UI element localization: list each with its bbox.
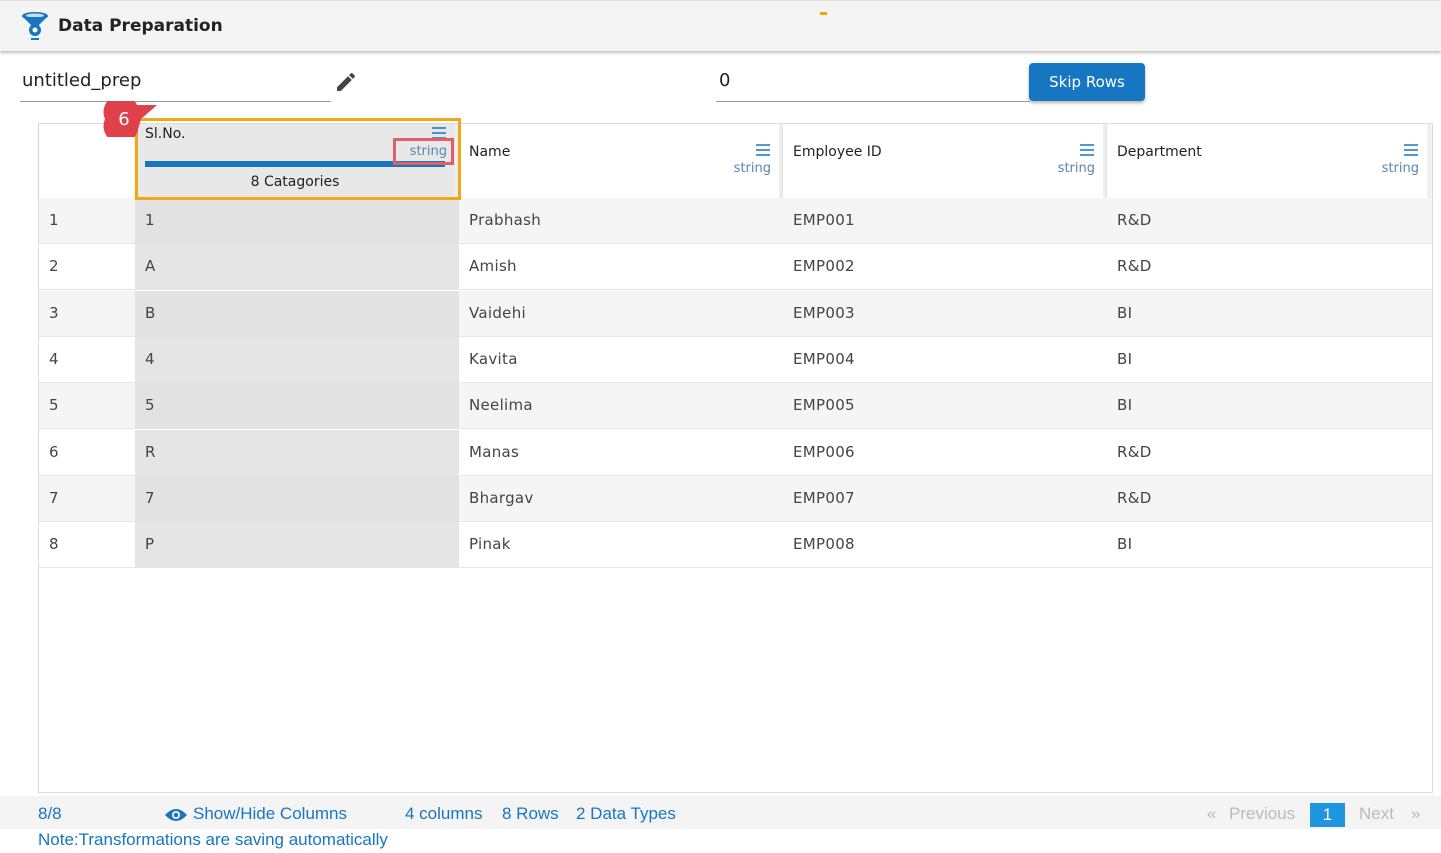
- data-prep-logo-icon: [22, 12, 48, 40]
- table-row: 8 P Pinak EMP008 BI: [39, 522, 1432, 569]
- column-header-department[interactable]: Department string: [1107, 124, 1431, 198]
- category-bar: [145, 161, 445, 167]
- table-cell[interactable]: EMP001: [793, 211, 855, 229]
- table-cell[interactable]: EMP008: [793, 535, 855, 554]
- table-cell[interactable]: A: [135, 244, 459, 291]
- table-row: 7 7 Bhargav EMP007 R&D: [39, 475, 1432, 522]
- page-1-button[interactable]: 1: [1310, 803, 1345, 827]
- table-cell[interactable]: BI: [1117, 349, 1133, 368]
- table-cell[interactable]: EMP004: [793, 349, 855, 368]
- table-cell[interactable]: EMP007: [793, 488, 855, 507]
- table-row: 6 R Manas EMP006 R&D: [39, 429, 1432, 476]
- table-row: 4 4 Kavita EMP004 BI: [39, 336, 1432, 383]
- table-cell[interactable]: 4: [135, 336, 459, 383]
- table-row: 1 1 Prabhash EMP001 R&D: [39, 198, 1432, 244]
- show-hide-columns-link[interactable]: Show/Hide Columns: [193, 804, 348, 823]
- next-button[interactable]: Next: [1359, 804, 1394, 823]
- table-cell[interactable]: EMP005: [793, 396, 855, 415]
- table-cell[interactable]: Pinak: [469, 535, 511, 554]
- column-name: Department: [1117, 144, 1202, 160]
- step-number: 6: [118, 109, 129, 130]
- data-grid: Sl.No. string 8 Catagories Name string E…: [38, 123, 1433, 793]
- loading-indicator: [820, 12, 827, 15]
- table-cell[interactable]: BI: [1117, 396, 1133, 415]
- column-header-employee-id[interactable]: Employee ID string: [783, 124, 1107, 198]
- category-count: 8 Catagories: [250, 174, 340, 190]
- table-cell[interactable]: R: [135, 429, 459, 476]
- skip-rows-button[interactable]: Skip Rows: [1029, 63, 1145, 101]
- eye-icon[interactable]: [164, 807, 188, 823]
- table-cell[interactable]: Neelima: [469, 396, 533, 415]
- table-cell[interactable]: BI: [1117, 303, 1133, 322]
- row-index: 4: [49, 349, 59, 368]
- column-menu-icon[interactable]: [1079, 144, 1095, 156]
- pencil-icon[interactable]: [334, 70, 358, 94]
- table-cell[interactable]: Bhargav: [469, 488, 534, 507]
- table-cell[interactable]: Kavita: [469, 349, 518, 368]
- skip-rows-input[interactable]: 0: [716, 64, 1030, 102]
- row-count: 8/8: [38, 804, 62, 823]
- prep-name-input[interactable]: untitled_prep: [20, 64, 331, 102]
- table-row: 2 A Amish EMP002 R&D: [39, 244, 1432, 291]
- row-index: 1: [49, 211, 59, 229]
- row-index: 7: [49, 488, 59, 507]
- table-cell[interactable]: EMP002: [793, 257, 855, 276]
- table-cell[interactable]: Prabhash: [469, 211, 542, 229]
- column-menu-icon[interactable]: [1403, 144, 1419, 156]
- table-row: 3 B Vaidehi EMP003 BI: [39, 290, 1432, 337]
- next-arrow-icon[interactable]: »: [1411, 804, 1421, 823]
- table-cell[interactable]: Amish: [469, 257, 517, 276]
- table-cell[interactable]: 7: [135, 475, 459, 522]
- table-row: 5 5 Neelima EMP005 BI: [39, 383, 1432, 430]
- row-index: 6: [49, 442, 59, 461]
- table-cell[interactable]: EMP006: [793, 442, 855, 461]
- table-cell[interactable]: P: [135, 522, 459, 569]
- step-marker: 6: [103, 101, 157, 137]
- table-cell[interactable]: B: [135, 290, 459, 337]
- table-cell[interactable]: R&D: [1117, 442, 1152, 461]
- table-cell[interactable]: Vaidehi: [469, 303, 526, 322]
- table-cell[interactable]: R&D: [1117, 488, 1152, 507]
- column-header-name[interactable]: Name string: [459, 124, 783, 198]
- column-header-slno[interactable]: Sl.No. string 8 Catagories: [135, 124, 459, 198]
- row-index: 2: [49, 257, 59, 276]
- column-menu-icon[interactable]: [755, 144, 771, 156]
- table-cell[interactable]: EMP003: [793, 303, 855, 322]
- column-name: Name: [469, 144, 511, 160]
- column-type[interactable]: string: [1381, 161, 1419, 176]
- row-index: 3: [49, 303, 59, 322]
- table-cell[interactable]: R&D: [1117, 211, 1152, 229]
- prev-arrow-icon[interactable]: «: [1207, 804, 1217, 823]
- table-cell[interactable]: Manas: [469, 442, 520, 461]
- previous-button[interactable]: Previous: [1229, 804, 1296, 823]
- table-cell[interactable]: 5: [135, 383, 459, 430]
- column-name: Employee ID: [793, 144, 882, 160]
- column-name: Sl.No.: [145, 126, 186, 142]
- table-cell[interactable]: 1: [135, 198, 459, 244]
- column-type[interactable]: string: [409, 144, 447, 159]
- data-types-count: 2 Data Types: [576, 804, 676, 823]
- autosave-note: Note:Transformations are saving automati…: [38, 830, 388, 849]
- table-cell[interactable]: R&D: [1117, 257, 1152, 276]
- selected-column-highlight: [135, 118, 461, 200]
- column-type[interactable]: string: [733, 161, 771, 176]
- rows-count: 8 Rows: [502, 804, 559, 823]
- app-header: Data Preparation: [0, 0, 1441, 51]
- column-type[interactable]: string: [1057, 161, 1095, 176]
- columns-count: 4 columns: [405, 804, 483, 823]
- table-cell[interactable]: BI: [1117, 535, 1133, 554]
- type-highlight: [393, 138, 454, 165]
- app-title: Data Preparation: [58, 16, 223, 36]
- row-index: 8: [49, 535, 59, 554]
- row-index: 5: [49, 396, 59, 415]
- footer-bar: [0, 796, 1441, 829]
